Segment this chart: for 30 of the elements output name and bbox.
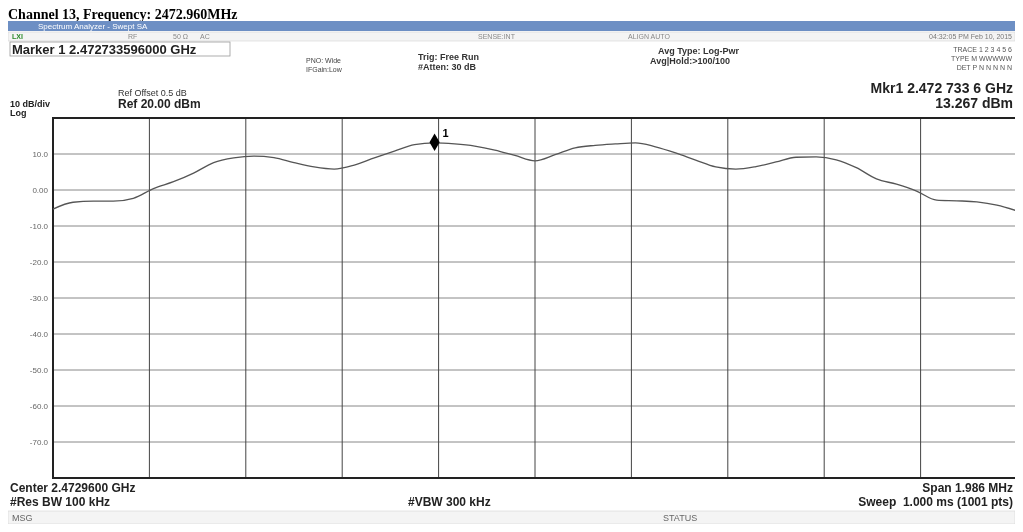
text: Marker 1 2.472733596000 GHz bbox=[12, 42, 197, 57]
text: Avg|Hold:>100/100 bbox=[650, 56, 730, 66]
text: Log bbox=[10, 108, 27, 118]
y-tick-label: 10.0 bbox=[32, 149, 49, 159]
text: Span 1.986 MHz bbox=[922, 481, 1013, 495]
text: 10 dB/div bbox=[10, 99, 51, 109]
y-tick-label: -30.0 bbox=[29, 293, 49, 303]
y-tick-label: -60.0 bbox=[29, 401, 49, 411]
text: Ref Offset 0.5 dB bbox=[118, 88, 187, 98]
text: MSG bbox=[12, 513, 33, 523]
text: #Res BW 100 kHz bbox=[10, 495, 111, 509]
text: #VBW 300 kHz bbox=[408, 495, 491, 509]
y-tick-label: 0.00 bbox=[32, 185, 49, 195]
chart-title: Channel 13, Frequency: 2472.960MHz bbox=[8, 7, 238, 22]
text: Sweep 1.000 ms (1001 pts) bbox=[858, 495, 1013, 509]
y-tick-label: -50.0 bbox=[29, 365, 49, 375]
text: Trig: Free Run bbox=[418, 52, 480, 62]
y-tick-label: -70.0 bbox=[29, 437, 49, 447]
text: Mkr1 2.472 733 6 GHz bbox=[870, 80, 1013, 96]
text: 13.267 dBm bbox=[935, 95, 1013, 111]
series-label: 1 bbox=[442, 127, 449, 140]
text: #Atten: 30 dB bbox=[418, 62, 477, 72]
text: Spectrum Analyzer - Swept SA bbox=[38, 22, 149, 31]
text: Ref 20.00 dBm bbox=[118, 97, 201, 111]
text: STATUS bbox=[663, 513, 698, 523]
text: Center 2.4729600 GHz bbox=[10, 481, 136, 495]
y-tick-label: -10.0 bbox=[29, 221, 49, 231]
text: Avg Type: Log-Pwr bbox=[658, 46, 740, 56]
y-tick-label: -40.0 bbox=[29, 329, 49, 339]
y-tick-label: -20.0 bbox=[29, 257, 49, 267]
